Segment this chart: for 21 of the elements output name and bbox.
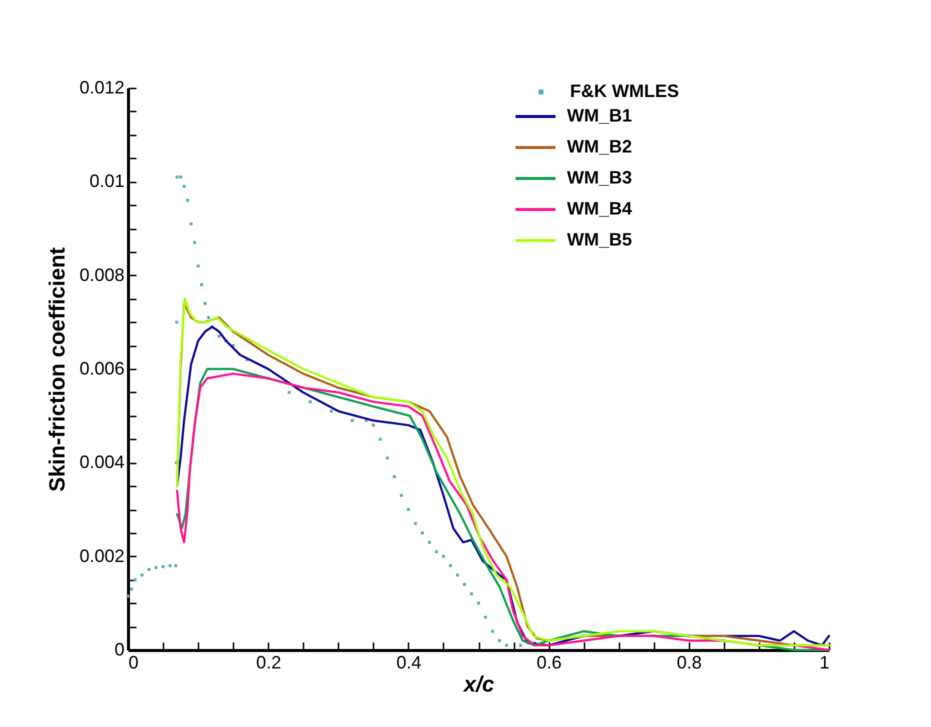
x-tick-label: 0 (128, 652, 139, 672)
y-axis-title: Skin-friction coefficient (44, 246, 70, 492)
x-tick-label: 0.8 (676, 652, 702, 672)
legend-label: F&K WMLES (570, 81, 679, 101)
y-tick-label: 0.008 (79, 264, 124, 285)
y-tick-label: 0.01 (89, 171, 124, 192)
x-tick-label: 0.4 (396, 652, 422, 672)
y-tick-label: 0.002 (79, 546, 124, 566)
y-tick-label: 0.004 (79, 452, 124, 472)
x-tick-label: 0.6 (536, 652, 562, 672)
x-tick-label: 1 (819, 652, 830, 672)
legend-label: WM_B5 (567, 230, 632, 250)
legend-label: WM_B3 (567, 168, 632, 188)
y-tick-label: 0.006 (79, 358, 124, 378)
y-tick-label: 0 (114, 640, 124, 660)
x-axis-title: x/c (462, 672, 494, 696)
legend-label: WM_B1 (567, 106, 632, 126)
legend-label: WM_B2 (567, 136, 632, 156)
y-tick-label: 0.012 (79, 78, 124, 98)
legend-label: WM_B4 (567, 198, 632, 218)
x-tick-label: 0.2 (256, 652, 282, 672)
